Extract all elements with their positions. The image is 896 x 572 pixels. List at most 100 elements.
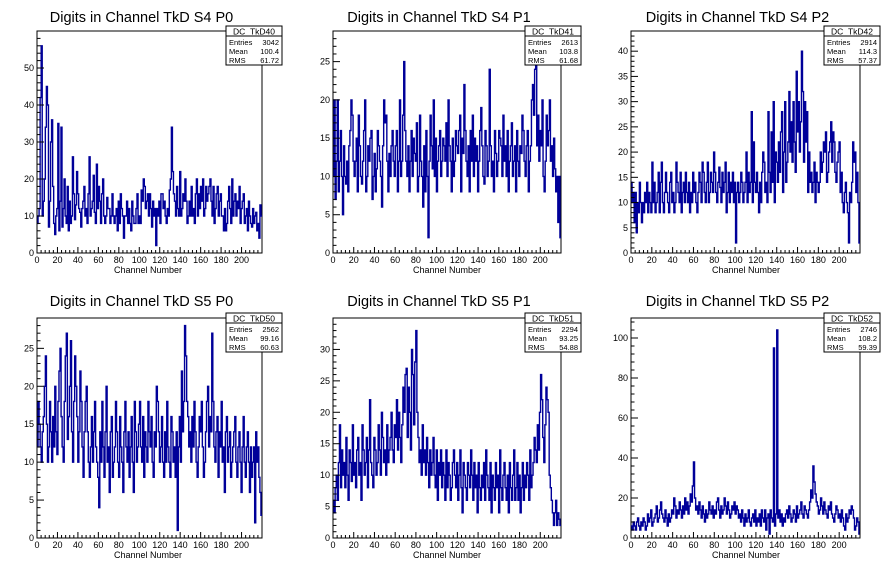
- x-tick-label: 180: [214, 255, 229, 265]
- stats-box-frame: [225, 25, 283, 66]
- y-tick-label: 5: [325, 210, 330, 220]
- chart-title: Digits in Channel TkD S5 P2: [646, 294, 830, 310]
- x-tick-label: 120: [450, 255, 465, 265]
- x-tick-label: 40: [668, 540, 678, 550]
- x-tick-label: 100: [728, 255, 743, 265]
- y-tick-label: 10: [618, 198, 628, 208]
- y-tick-label: 35: [618, 71, 628, 81]
- stats-entries: 2613: [561, 38, 578, 47]
- x-tick-label: 160: [491, 255, 506, 265]
- x-tick-label: 0: [330, 540, 335, 550]
- y-tick-label: 40: [24, 100, 34, 110]
- histogram-line: [631, 329, 860, 535]
- x-tick-label: 140: [173, 540, 188, 550]
- x-tick-label: 180: [811, 540, 826, 550]
- y-tick-label: 100: [613, 333, 628, 343]
- x-tick-label: 60: [93, 540, 103, 550]
- x-tick-label: 40: [73, 540, 83, 550]
- y-tick-label: 10: [320, 171, 330, 181]
- x-tick-label: 140: [173, 255, 188, 265]
- y-tick-label: 25: [320, 376, 330, 386]
- y-tick-label: 30: [24, 137, 34, 147]
- x-tick-label: 120: [152, 255, 167, 265]
- stats-label: RMS: [528, 56, 545, 65]
- x-tick-label: 40: [73, 255, 83, 265]
- stats-box-frame: [524, 25, 582, 66]
- x-tick-label: 160: [491, 540, 506, 550]
- x-tick-label: 20: [349, 540, 359, 550]
- x-tick-label: 40: [668, 255, 678, 265]
- x-tick-label: 100: [429, 540, 444, 550]
- histogram-line: [333, 53, 561, 239]
- x-tick-label: 140: [471, 540, 486, 550]
- histogram-panel-5: Digits in Channel TkD S5 P2 0 20 40 60 80 100 1…: [613, 294, 881, 560]
- y-tick-label: 0: [29, 248, 34, 258]
- plot-frame: [332, 30, 562, 254]
- stats-label: Entries: [528, 38, 552, 47]
- y-tick-label: 20: [618, 493, 628, 503]
- x-tick-label: 200: [234, 540, 249, 550]
- y-tick-label: 0: [623, 248, 628, 258]
- stats-name: DC_TkD41: [532, 27, 574, 37]
- y-tick-label: 20: [24, 174, 34, 184]
- x-tick-label: 100: [132, 255, 147, 265]
- stats-label: Mean: [827, 334, 846, 343]
- y-tick-label: 15: [320, 133, 330, 143]
- x-axis-label: Channel Number: [712, 550, 780, 560]
- x-tick-label: 80: [114, 255, 124, 265]
- chart-title: Digits in Channel TkD S4 P0: [50, 10, 234, 26]
- stats-label: Entries: [229, 38, 253, 47]
- chart-title: Digits in Channel TkD S5 P1: [347, 294, 531, 310]
- histogram-panel-4: Digits in Channel TkD S5 P10 20 40 60 80 100 1…: [320, 294, 582, 560]
- x-tick-label: 20: [647, 540, 657, 550]
- y-tick-label: 20: [320, 407, 330, 417]
- x-tick-label: 160: [790, 540, 805, 550]
- x-tick-label: 20: [647, 255, 657, 265]
- y-tick-label: 5: [623, 223, 628, 233]
- x-tick-label: 200: [234, 255, 249, 265]
- x-tick-label: 0: [34, 540, 39, 550]
- histogram-line: [631, 50, 860, 244]
- x-tick-label: 200: [832, 255, 847, 265]
- x-tick-label: 180: [512, 540, 527, 550]
- x-tick-label: 120: [748, 540, 763, 550]
- x-tick-label: 140: [471, 255, 486, 265]
- plot-frame: [332, 317, 562, 539]
- stats-label: RMS: [528, 343, 545, 352]
- stats-rms: 57.37: [858, 56, 877, 65]
- x-tick-label: 80: [114, 540, 124, 550]
- chart-title: Digits in Channel TkD S4 P2: [646, 10, 830, 26]
- y-tick-label: 40: [618, 46, 628, 56]
- x-tick-label: 80: [411, 255, 421, 265]
- y-tick-label: 30: [618, 97, 628, 107]
- histogram-panel-0: Digits in Channel TkD S4 P00 20 40 60 80 100 1…: [24, 10, 283, 275]
- x-tick-label: 40: [369, 255, 379, 265]
- x-tick-label: 80: [709, 540, 719, 550]
- x-tick-label: 120: [152, 540, 167, 550]
- plot-frame: [36, 317, 263, 539]
- x-tick-label: 20: [52, 255, 62, 265]
- x-axis-label: Channel Number: [114, 550, 182, 560]
- histogram-panel-3: Digits in Channel TkD S5 P00 20 40 60 80 100 1…: [24, 294, 283, 560]
- histogram-panel-2: Digits in Channel TkD S4 P20 20 40 60 80 100 1…: [618, 10, 881, 275]
- y-tick-label: 30: [320, 344, 330, 354]
- stats-name: DC_TkD51: [532, 314, 574, 324]
- x-tick-label: 120: [450, 540, 465, 550]
- histogram-line: [37, 324, 262, 532]
- stats-label: Entries: [827, 38, 851, 47]
- stats-name: DC_TkD50: [233, 314, 275, 324]
- x-tick-label: 100: [429, 255, 444, 265]
- stats-label: Entries: [827, 325, 851, 334]
- stats-label: Mean: [528, 334, 547, 343]
- y-tick-label: 20: [24, 381, 34, 391]
- stats-label: RMS: [827, 56, 844, 65]
- y-tick-label: 5: [29, 495, 34, 505]
- stats-label: Entries: [528, 325, 552, 334]
- y-tick-label: 0: [623, 533, 628, 543]
- stats-box-frame: [225, 312, 283, 353]
- y-tick-label: 10: [320, 470, 330, 480]
